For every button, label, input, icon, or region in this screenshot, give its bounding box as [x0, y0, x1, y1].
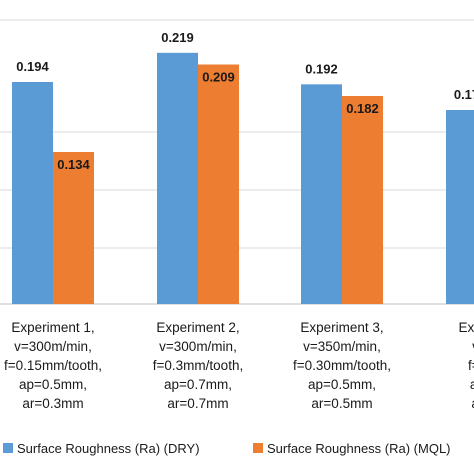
dry-bar-1 [12, 82, 53, 304]
legend-swatch-mql [253, 443, 263, 453]
category-line: v=300m/min, [14, 339, 92, 354]
category-line: f=0.3mm/tooth, [153, 358, 243, 373]
legend: Surface Roughness (Ra) (DRY) Surface Roug… [3, 441, 451, 456]
category-line: Experiment 1, [11, 320, 94, 335]
mql-bar-3 [342, 96, 383, 304]
legend-swatch-dry [3, 443, 13, 453]
dry-bar-4 [446, 110, 474, 304]
category-line: ar=0.3mm [22, 396, 83, 411]
mql-bar-1 [53, 152, 94, 304]
dry-value-label-3: 0.192 [305, 61, 338, 76]
category-line: v=350m/min, [303, 339, 381, 354]
category-label-3: Experiment 3, v=350m/min, f=0.30mm/tooth, a… [293, 320, 391, 411]
category-line: ar=0. [471, 396, 474, 411]
category-label-4: Experime v=40 f=0.20 ap=0. ar=0. [458, 320, 474, 411]
dry-value-label-2: 0.219 [161, 30, 194, 45]
dry-value-label-1: 0.194 [16, 59, 49, 74]
category-line: ap=0.5mm, [308, 377, 376, 392]
category-label-2: Experiment 2, v=300m/min, f=0.3mm/tooth, ap… [153, 320, 243, 411]
dry-bar-3 [301, 84, 342, 304]
category-line: v=40 [472, 339, 474, 354]
category-line: ar=0.7mm [167, 396, 228, 411]
category-line: Experiment 2, [156, 320, 239, 335]
bars [12, 52, 474, 305]
mql-value-label-3: 0.182 [346, 101, 379, 116]
category-line: ap=0.5mm, [19, 377, 87, 392]
dry-value-label-4: 0.17 [454, 87, 474, 102]
category-line: ar=0.5mm [311, 396, 372, 411]
category-line: ap=0. [470, 377, 474, 392]
category-line: v=300m/min, [159, 339, 237, 354]
category-line: ap=0.7mm, [164, 377, 232, 392]
category-line: Experime [458, 320, 474, 335]
category-line: Experiment 3, [300, 320, 383, 335]
category-line: f=0.15mm/tooth, [4, 358, 102, 373]
category-label-1: Experiment 1, v=300m/min, f=0.15mm/tooth, a… [4, 320, 102, 411]
mql-value-label-1: 0.134 [57, 157, 90, 172]
mql-value-label-2: 0.209 [202, 70, 235, 85]
value-labels: 0.194 0.219 0.192 0.17 0.134 0.209 0.182 [16, 30, 474, 172]
category-line: f=0.20 [468, 358, 474, 373]
dry-bar-2 [157, 52, 198, 305]
mql-bar-2 [198, 64, 239, 304]
category-labels: Experiment 1, v=300m/min, f=0.15mm/tooth, a… [4, 320, 474, 411]
category-line: f=0.30mm/tooth, [293, 358, 391, 373]
legend-label-mql: Surface Roughness (Ra) (MQL) [267, 441, 451, 456]
legend-label-dry: Surface Roughness (Ra) (DRY) [17, 441, 200, 456]
